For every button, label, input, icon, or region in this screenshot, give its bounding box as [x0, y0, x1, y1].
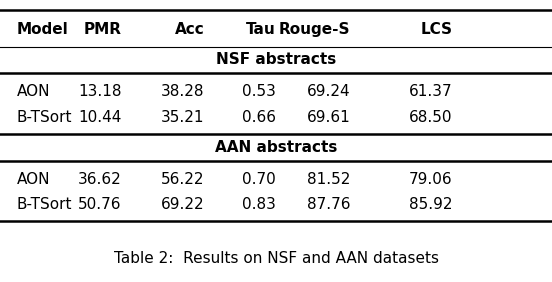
Text: 85.92: 85.92 [409, 197, 453, 212]
Text: 36.62: 36.62 [78, 171, 121, 187]
Text: 68.50: 68.50 [409, 109, 453, 125]
Text: 38.28: 38.28 [161, 84, 204, 99]
Text: 50.76: 50.76 [78, 197, 121, 212]
Text: 69.61: 69.61 [307, 109, 351, 125]
Text: Table 2:  Results on NSF and AAN datasets: Table 2: Results on NSF and AAN datasets [114, 250, 438, 266]
Text: 13.18: 13.18 [78, 84, 121, 99]
Text: 69.22: 69.22 [161, 197, 204, 212]
Text: NSF abstracts: NSF abstracts [216, 52, 336, 67]
Text: 0.66: 0.66 [242, 109, 276, 125]
Text: 0.70: 0.70 [242, 171, 276, 187]
Text: 79.06: 79.06 [409, 171, 453, 187]
Text: B-TSort: B-TSort [17, 109, 72, 125]
Text: Model: Model [17, 22, 68, 37]
Text: 10.44: 10.44 [78, 109, 121, 125]
Text: 69.24: 69.24 [307, 84, 351, 99]
Text: Acc: Acc [174, 22, 204, 37]
Text: AAN abstracts: AAN abstracts [215, 140, 337, 155]
Text: LCS: LCS [421, 22, 453, 37]
Text: 35.21: 35.21 [161, 109, 204, 125]
Text: AON: AON [17, 84, 50, 99]
Text: AON: AON [17, 171, 50, 187]
Text: 56.22: 56.22 [161, 171, 204, 187]
Text: B-TSort: B-TSort [17, 197, 72, 212]
Text: Tau: Tau [246, 22, 276, 37]
Text: 61.37: 61.37 [409, 84, 453, 99]
Text: Rouge-S: Rouge-S [279, 22, 351, 37]
Text: 81.52: 81.52 [307, 171, 351, 187]
Text: 87.76: 87.76 [307, 197, 351, 212]
Text: 0.53: 0.53 [242, 84, 276, 99]
Text: PMR: PMR [83, 22, 121, 37]
Text: 0.83: 0.83 [242, 197, 276, 212]
